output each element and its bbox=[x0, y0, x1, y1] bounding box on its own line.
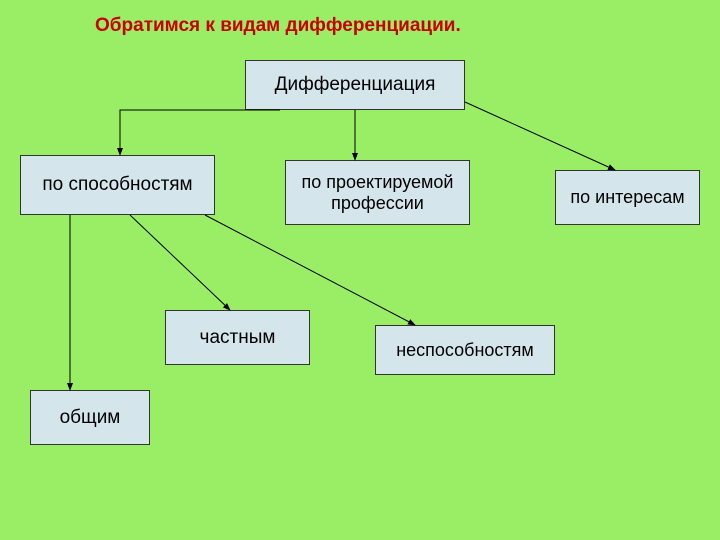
node-private-label: частным bbox=[200, 327, 276, 349]
node-inability-label: неспособностям bbox=[396, 340, 534, 361]
node-abilities-label: по способностям bbox=[42, 174, 192, 196]
node-profession: по проектируемой профессии bbox=[285, 160, 470, 225]
node-private: частным bbox=[165, 310, 310, 365]
node-general: общим bbox=[30, 390, 150, 445]
node-profession-label: по проектируемой профессии bbox=[290, 172, 465, 214]
node-general-label: общим bbox=[60, 407, 121, 429]
diagram-title: Обратимся к видам дифференциации. bbox=[95, 15, 461, 37]
node-root-label: Дифференциация bbox=[275, 74, 436, 96]
node-abilities: по способностям bbox=[20, 155, 215, 215]
node-interests: по интересам bbox=[555, 170, 700, 225]
node-interests-label: по интересам bbox=[570, 187, 684, 208]
node-inability: неспособностям bbox=[375, 325, 555, 375]
node-root: Дифференциация bbox=[245, 60, 465, 110]
